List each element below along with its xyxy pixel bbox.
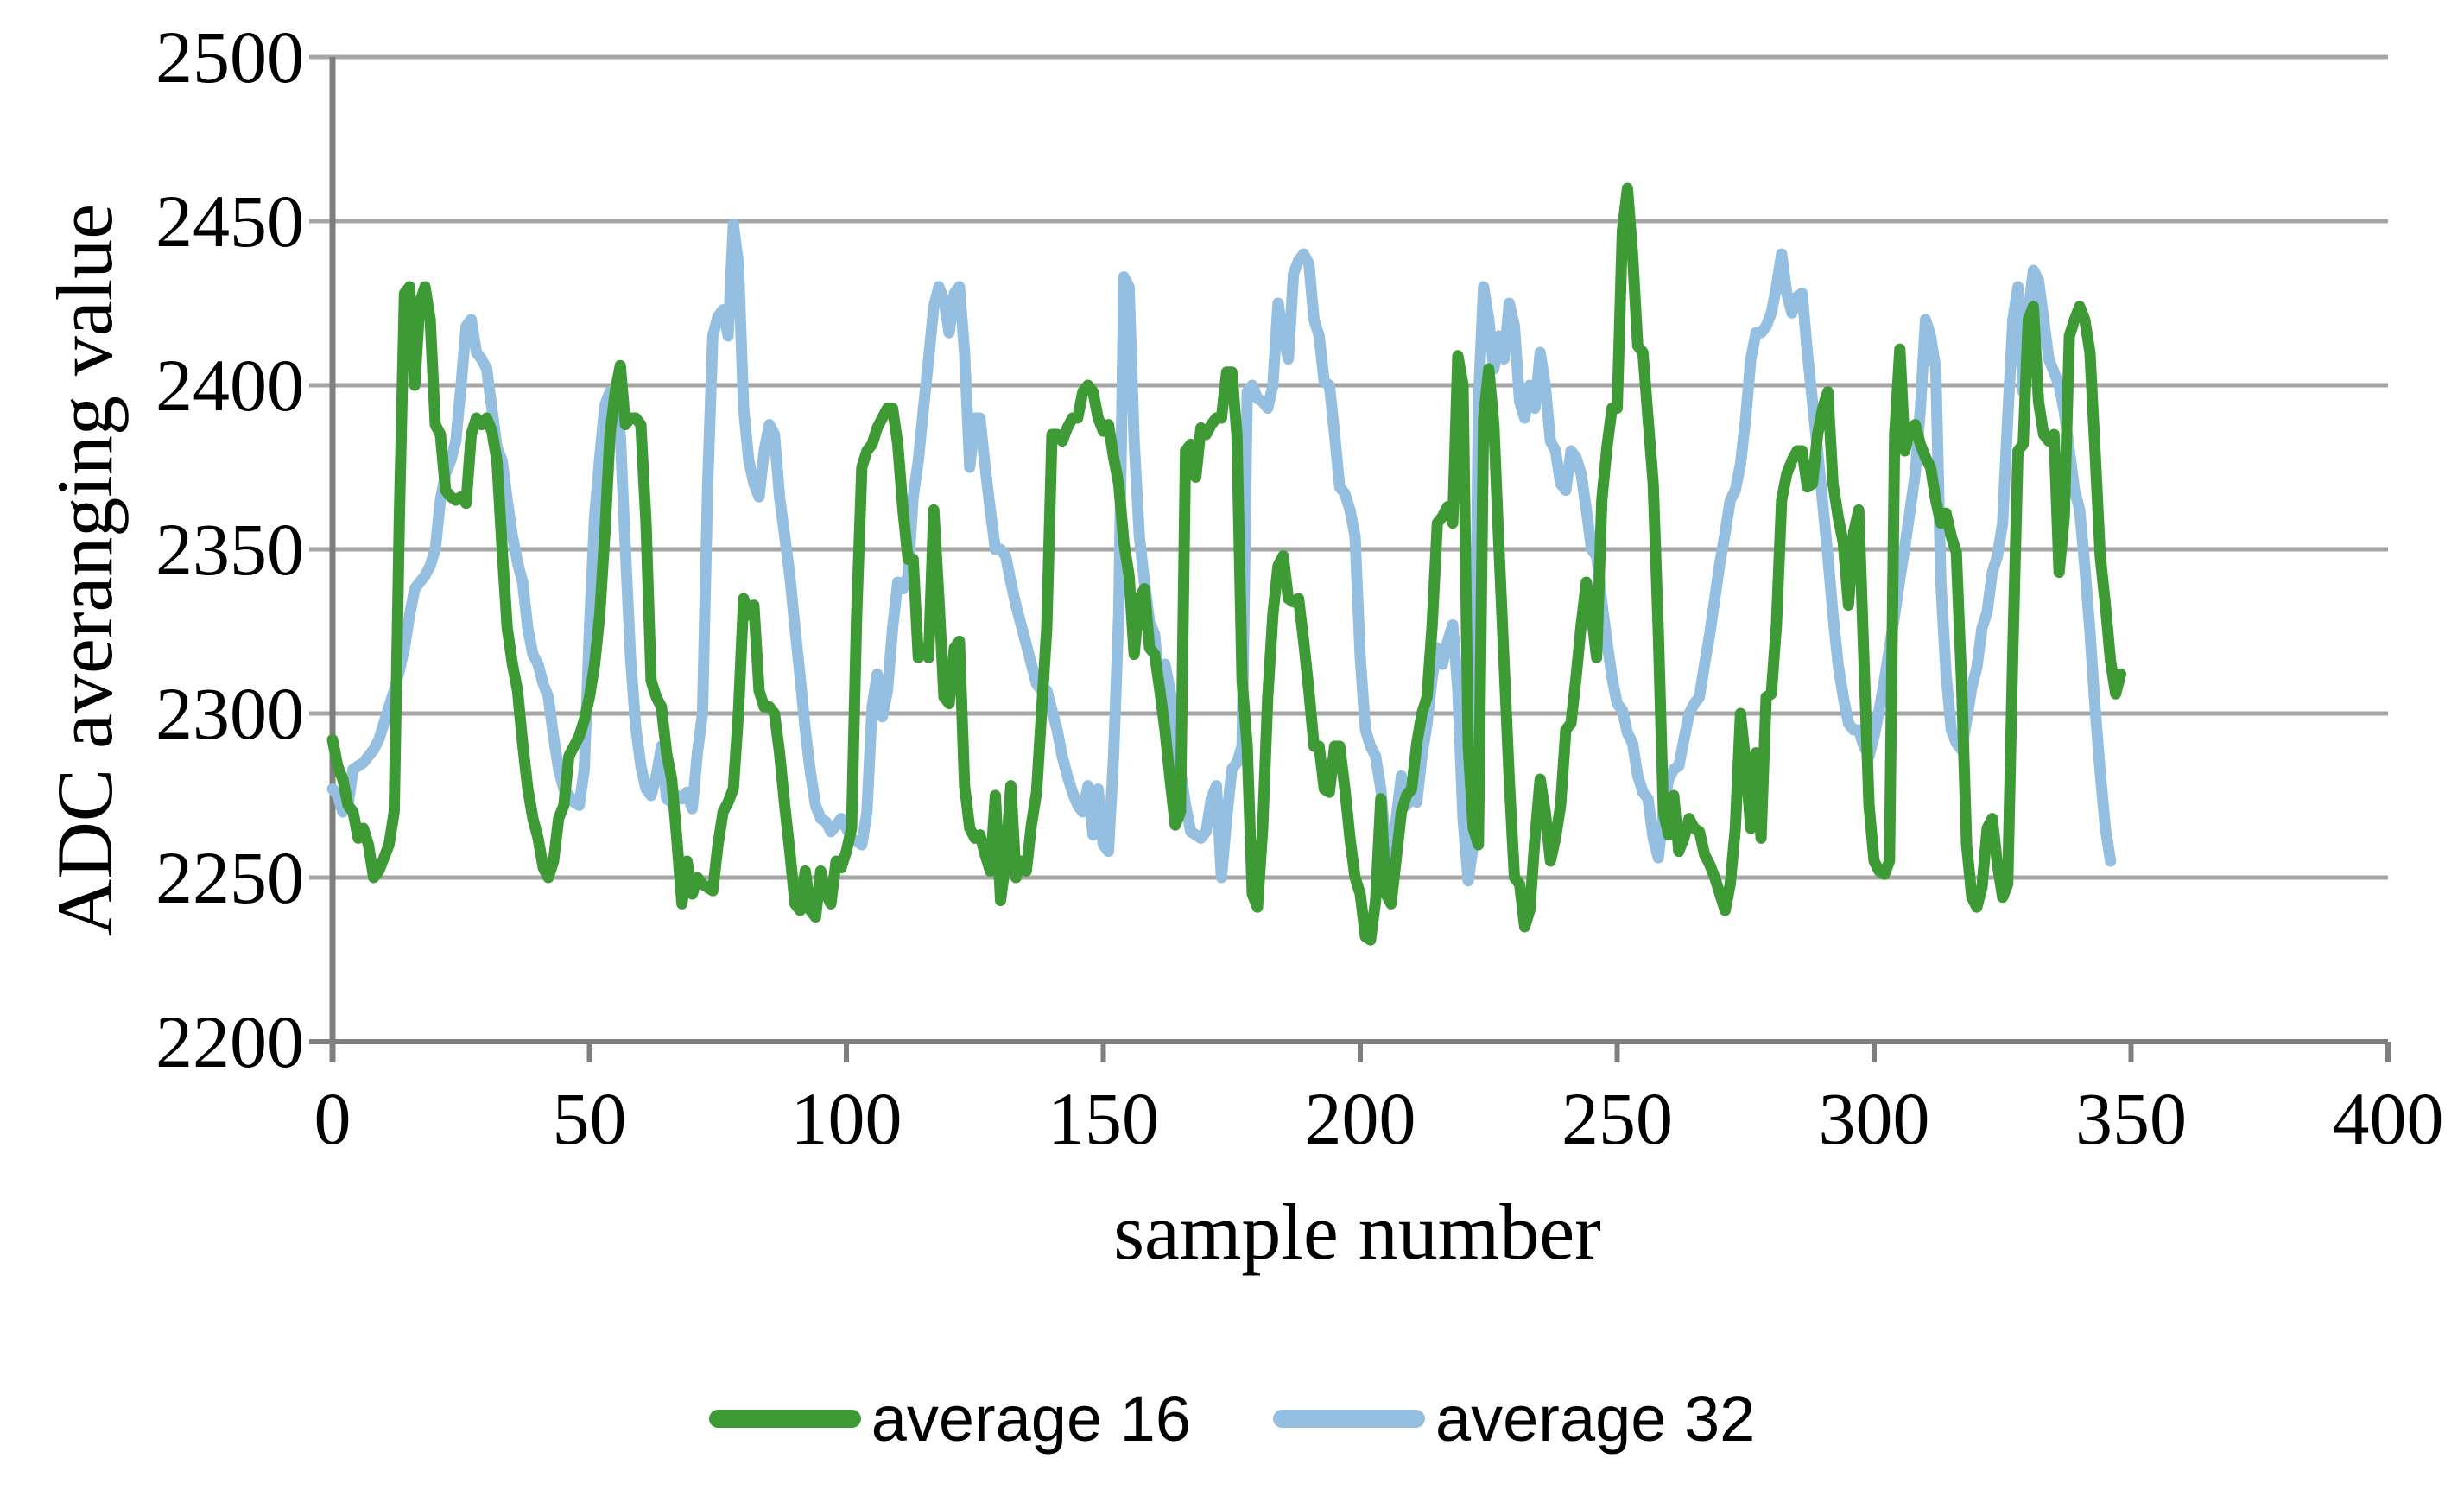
- x-tick-label: 250: [1561, 1077, 1673, 1160]
- legend-label: average 16: [871, 1383, 1191, 1455]
- legend: average 16 average 32: [0, 1382, 2464, 1455]
- x-tick-label: 200: [1304, 1077, 1416, 1160]
- legend-swatch-blue-line: [1273, 1410, 1425, 1428]
- x-tick-label: 300: [1818, 1077, 1930, 1160]
- legend-item-average-16: average 16: [708, 1382, 1191, 1455]
- y-tick-label: 2200: [155, 1000, 304, 1083]
- y-tick-label: 2400: [155, 344, 304, 427]
- x-axis-title-text: sample number: [1113, 1188, 1601, 1276]
- x-tick-label: 150: [1048, 1077, 1159, 1160]
- y-tick-label: 2250: [155, 836, 304, 919]
- y-tick-label: 2300: [155, 672, 304, 755]
- series-line-average-32: [326, 219, 2117, 887]
- x-tick-label: 0: [314, 1077, 352, 1160]
- y-tick-label: 2350: [155, 508, 304, 591]
- x-tick-label: 50: [552, 1077, 627, 1160]
- y-axis-title: ADC averanging value: [41, 203, 129, 937]
- x-tick-label: 100: [790, 1077, 903, 1160]
- y-tick-label: 2500: [155, 16, 304, 98]
- x-tick-label: 350: [2075, 1077, 2187, 1160]
- x-axis-title: sample number: [0, 1190, 2464, 1273]
- y-tick-label: 2450: [155, 180, 304, 263]
- legend-swatch-green-line: [708, 1410, 861, 1428]
- series-line-average-16: [326, 182, 2127, 946]
- x-tick-label: 400: [2332, 1077, 2444, 1160]
- legend-item-average-32: average 32: [1273, 1382, 1755, 1455]
- legend-label: average 32: [1435, 1383, 1756, 1455]
